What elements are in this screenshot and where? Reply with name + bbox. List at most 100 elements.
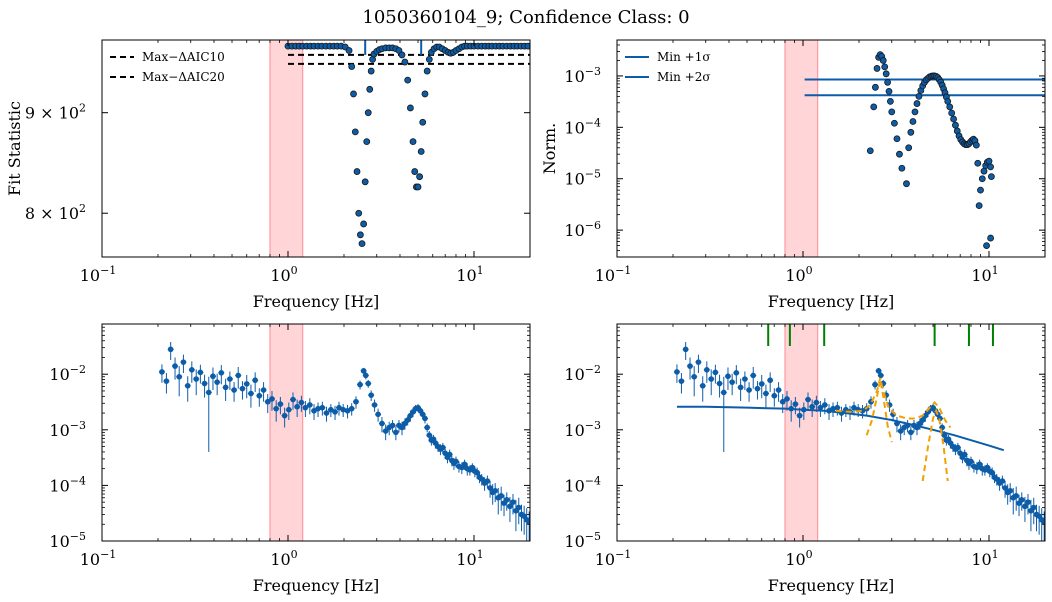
- data-point: [742, 376, 748, 382]
- data-point: [205, 389, 212, 396]
- data-point: [968, 458, 974, 465]
- data-point: [712, 369, 719, 376]
- data-point: [423, 67, 431, 75]
- data-point: [345, 47, 353, 54]
- y-tick-exponent: −5: [585, 168, 601, 181]
- data-point: [425, 55, 433, 63]
- data-point: [944, 97, 952, 105]
- data-point: [484, 478, 491, 484]
- data-point: [716, 380, 723, 387]
- data-point: [210, 373, 216, 380]
- x-tick-exponent: 0: [806, 264, 813, 277]
- data-point: [389, 422, 396, 429]
- data-point: [163, 378, 170, 384]
- y-tick-exponent: −2: [70, 363, 86, 376]
- data-point: [903, 180, 910, 188]
- data-point: [771, 392, 778, 399]
- data-point: [426, 432, 433, 438]
- data-point: [767, 377, 773, 384]
- data-point: [189, 367, 195, 373]
- data-point: [360, 368, 367, 374]
- y-tick-exponent: −6: [585, 219, 601, 232]
- x-tick-label: 101: [456, 548, 483, 569]
- data-point: [336, 404, 342, 411]
- data-point: [775, 387, 782, 393]
- data-point: [222, 384, 229, 391]
- data-point: [401, 58, 409, 66]
- data-point: [729, 379, 735, 385]
- data-point: [999, 478, 1006, 484]
- data-point: [422, 415, 428, 422]
- data-point: [404, 76, 412, 84]
- y-tick-label: 10−5: [564, 530, 601, 551]
- data-point: [421, 90, 429, 98]
- figure-title: 1050360104_9; Confidence Class: 0: [362, 7, 689, 28]
- data-point: [905, 144, 913, 152]
- data-point: [524, 42, 530, 50]
- data-point: [754, 385, 761, 392]
- axes-frame: [101, 323, 531, 542]
- data-point: [885, 87, 893, 95]
- data-point: [957, 450, 963, 456]
- y-tick-label: 10−3: [564, 65, 601, 86]
- data-point: [976, 461, 983, 468]
- data-point: [859, 407, 866, 414]
- data-point: [256, 392, 263, 399]
- data-point: [277, 401, 284, 407]
- data-point: [281, 412, 288, 419]
- data-point: [746, 387, 752, 393]
- data-point: [987, 163, 995, 171]
- data-point: [515, 504, 522, 511]
- data-point: [881, 63, 889, 71]
- y-tick-exponent: −5: [585, 530, 601, 543]
- y-tick-exponent: 2: [79, 102, 86, 115]
- data-point: [893, 135, 901, 143]
- data-point: [763, 390, 769, 397]
- data-point: [201, 380, 208, 387]
- data-point: [231, 387, 237, 393]
- data-point: [332, 409, 338, 415]
- lorentzian-component: [921, 408, 949, 482]
- x-tick-label: 100: [785, 548, 812, 569]
- x-tick-label: 100: [270, 264, 297, 285]
- data-point: [687, 363, 693, 369]
- data-point: [172, 363, 178, 369]
- data-point: [363, 372, 369, 379]
- data-point: [813, 399, 820, 406]
- data-point: [972, 141, 980, 149]
- data-point: [699, 382, 706, 389]
- data-point: [890, 119, 898, 127]
- data-point: [503, 497, 510, 503]
- data-point: [817, 404, 824, 411]
- data-point: [682, 346, 689, 353]
- data-point: [350, 90, 357, 98]
- data-point: [822, 402, 828, 408]
- data-point: [492, 487, 499, 494]
- data-point: [911, 108, 919, 116]
- data-point: [355, 209, 363, 217]
- data-point: [419, 118, 427, 126]
- data-point: [366, 85, 374, 93]
- y-tick-label: 9 × 102: [25, 102, 86, 123]
- data-point: [888, 108, 896, 116]
- y-tick-label: 10−4: [49, 474, 86, 495]
- data-point: [796, 412, 803, 419]
- data-point: [975, 202, 983, 210]
- plot-area: [158, 324, 530, 541]
- y-tick-label: 8 × 102: [25, 202, 86, 223]
- data-point: [886, 97, 894, 105]
- data-point: [870, 103, 878, 111]
- data-point: [758, 381, 765, 387]
- data-point: [983, 242, 990, 249]
- data-point: [302, 404, 309, 411]
- data-point: [375, 411, 381, 418]
- data-point: [955, 444, 961, 451]
- data-point: [227, 376, 233, 382]
- data-point: [1007, 487, 1014, 494]
- axes-frame: [616, 39, 1046, 258]
- plot-area: [673, 324, 1045, 541]
- data-point: [294, 403, 300, 410]
